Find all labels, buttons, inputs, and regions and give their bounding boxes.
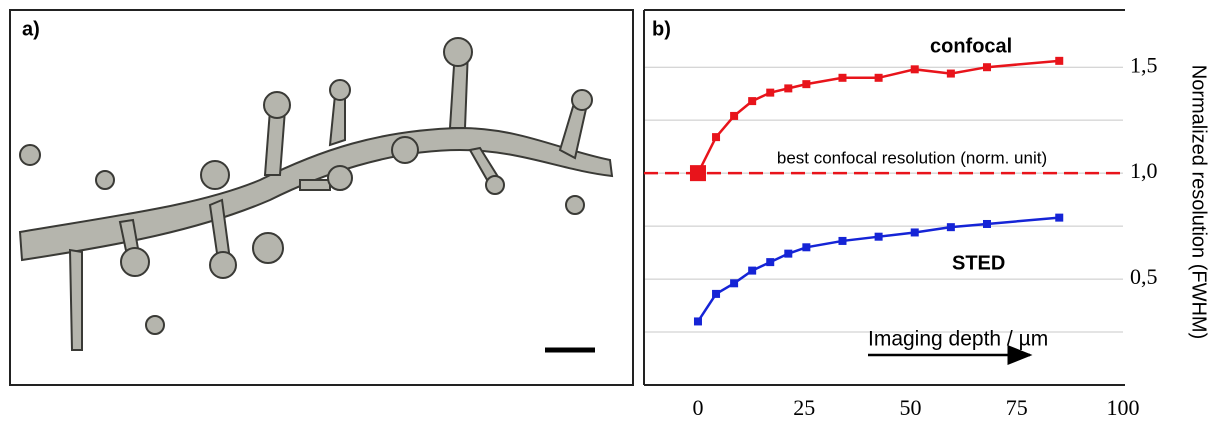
marker (748, 97, 756, 105)
marker (730, 112, 738, 120)
marker (983, 220, 991, 228)
marker (730, 279, 738, 287)
marker (784, 250, 792, 258)
marker (838, 74, 846, 82)
panel-a-frame (10, 10, 633, 385)
y-tick-label: 0,5 (1130, 264, 1158, 289)
marker (766, 258, 774, 266)
x-tick-label: 100 (1107, 395, 1140, 420)
panel-label: a) (22, 18, 40, 40)
marker (766, 89, 774, 97)
marker (911, 65, 919, 73)
marker (748, 267, 756, 275)
series-label: confocal (930, 35, 1012, 57)
marker (712, 133, 720, 141)
page: {"panel_a": {"label": "a)"}, "chart_data… (0, 0, 1219, 423)
marker (838, 237, 846, 245)
marker (947, 70, 955, 78)
y-tick-label: 1,5 (1130, 52, 1158, 77)
marker (911, 228, 919, 236)
y-tick-label: 1,0 (1130, 158, 1158, 183)
figure: a) b) 0,5 1,0 1,5 0 25 50 75 100 Normalized reso… (0, 0, 1219, 423)
x-tick-label: 75 (1006, 395, 1028, 420)
y-axis-label: Normalized resolution (FWHM) (1188, 65, 1210, 340)
x-tick-label: 0 (692, 395, 703, 420)
x-axis-label: Imaging depth / µm (868, 328, 1048, 351)
marker (694, 317, 702, 325)
marker (712, 290, 720, 298)
x-tick-label: 50 (899, 395, 921, 420)
reference-label: best confocal resolution (norm. unit) (777, 149, 1047, 168)
marker (802, 80, 810, 88)
series-label: STED (952, 252, 1005, 274)
marker (1055, 57, 1063, 65)
marker (802, 243, 810, 251)
x-tick-label: 25 (793, 395, 815, 420)
panel-label: b) (652, 18, 671, 40)
marker (983, 63, 991, 71)
marker (875, 74, 883, 82)
marker (690, 165, 706, 181)
marker (784, 84, 792, 92)
marker (875, 233, 883, 241)
marker (947, 223, 955, 231)
marker (1055, 214, 1063, 222)
